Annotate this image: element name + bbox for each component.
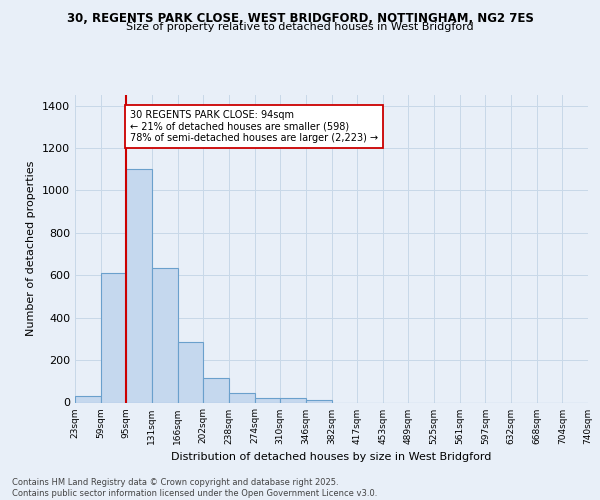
Y-axis label: Number of detached properties: Number of detached properties (26, 161, 37, 336)
Text: 30 REGENTS PARK CLOSE: 94sqm
← 21% of detached houses are smaller (598)
78% of s: 30 REGENTS PARK CLOSE: 94sqm ← 21% of de… (130, 110, 378, 143)
Bar (152, 268, 178, 402)
Bar (254, 398, 280, 402)
Bar (280, 398, 306, 402)
Text: 30, REGENTS PARK CLOSE, WEST BRIDGFORD, NOTTINGHAM, NG2 7ES: 30, REGENTS PARK CLOSE, WEST BRIDGFORD, … (67, 12, 533, 26)
Text: Size of property relative to detached houses in West Bridgford: Size of property relative to detached ho… (126, 22, 474, 32)
Bar (101, 273, 127, 402)
Text: Contains HM Land Registry data © Crown copyright and database right 2025.
Contai: Contains HM Land Registry data © Crown c… (12, 478, 377, 498)
Bar (75, 396, 101, 402)
X-axis label: Distribution of detached houses by size in West Bridgford: Distribution of detached houses by size … (172, 452, 491, 462)
Bar (127, 169, 152, 402)
Bar (178, 342, 203, 402)
Bar (203, 378, 229, 402)
Bar (306, 400, 331, 402)
Bar (229, 393, 254, 402)
